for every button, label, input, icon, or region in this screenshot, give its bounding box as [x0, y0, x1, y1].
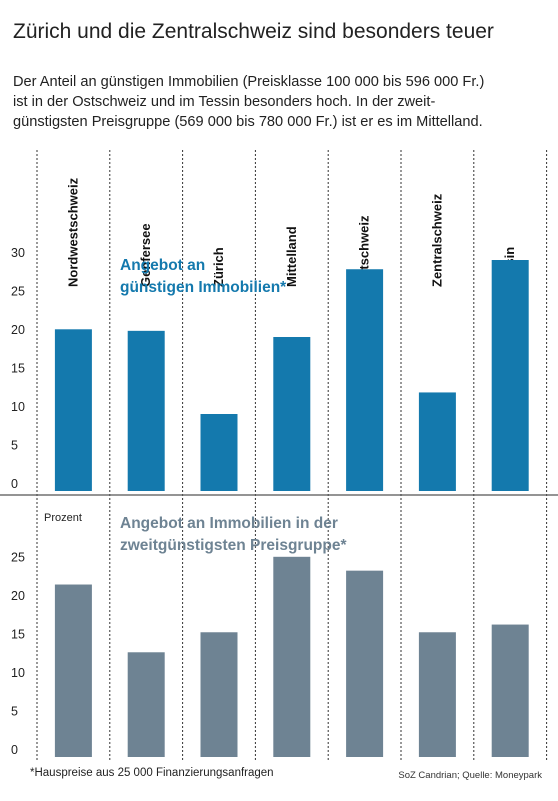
bar — [273, 337, 311, 491]
bar — [491, 624, 529, 757]
category-label: Ostschweiz — [357, 215, 372, 287]
bar — [200, 632, 238, 757]
footnote: *Hauspreise aus 25 000 Finanzierungsanfr… — [30, 767, 274, 779]
panel-title-line: Angebot an — [120, 257, 205, 274]
bar — [54, 584, 92, 757]
y-tick-label: 25 — [11, 285, 25, 299]
bar — [346, 269, 384, 491]
bar — [273, 556, 311, 757]
y-tick-label: 0 — [11, 743, 18, 757]
bar-charts: Nordwestschweiz Genfersee Zürich Mittelland… — [0, 150, 558, 760]
category-label: Genfersee — [138, 223, 153, 287]
intro-line: ist in der Ostschweiz und im Tessin beso… — [13, 94, 436, 110]
bar — [418, 632, 456, 757]
panel-title-line: günstigen Immobilien* — [120, 279, 287, 296]
y-tick-label: 10 — [11, 666, 25, 680]
y-tick-label: 15 — [11, 362, 25, 376]
bar — [54, 329, 92, 491]
y-axis-unit-label: Prozent — [44, 512, 82, 524]
y-tick-label: 15 — [11, 628, 25, 642]
source-credit: SoZ Candrian; Quelle: Moneypark — [398, 770, 542, 781]
bar — [127, 652, 165, 757]
intro-text: Der Anteil an günstigen Immobilien (Prei… — [13, 72, 543, 132]
bar — [346, 570, 384, 757]
intro-line: Der Anteil an günstigen Immobilien (Prei… — [13, 74, 485, 90]
y-tick-label: 30 — [11, 246, 25, 260]
category-label: Zürich — [211, 247, 226, 287]
y-tick-label: 5 — [11, 705, 18, 719]
chart-headline: Zürich und die Zentralschweiz sind beson… — [13, 20, 494, 43]
panel-title-line: zweitgünstigsten Preisgruppe* — [120, 537, 347, 554]
y-tick-label: 20 — [11, 589, 25, 603]
bar — [200, 414, 238, 491]
bar — [127, 330, 165, 491]
bar — [491, 260, 529, 491]
y-tick-label: 10 — [11, 400, 25, 414]
intro-line: günstigsten Preisgruppe (569 000 bis 780… — [13, 114, 483, 130]
y-tick-label: 0 — [11, 477, 18, 491]
bar — [418, 392, 456, 491]
category-label: Mittelland — [284, 226, 299, 287]
category-label: Nordwestschweiz — [65, 177, 80, 287]
panel-title-line: Angebot an Immobilien in der — [120, 515, 338, 532]
y-tick-label: 5 — [11, 439, 18, 453]
y-tick-label: 25 — [11, 551, 25, 565]
category-label: Zentralschweiz — [429, 193, 444, 287]
y-tick-label: 20 — [11, 323, 25, 337]
